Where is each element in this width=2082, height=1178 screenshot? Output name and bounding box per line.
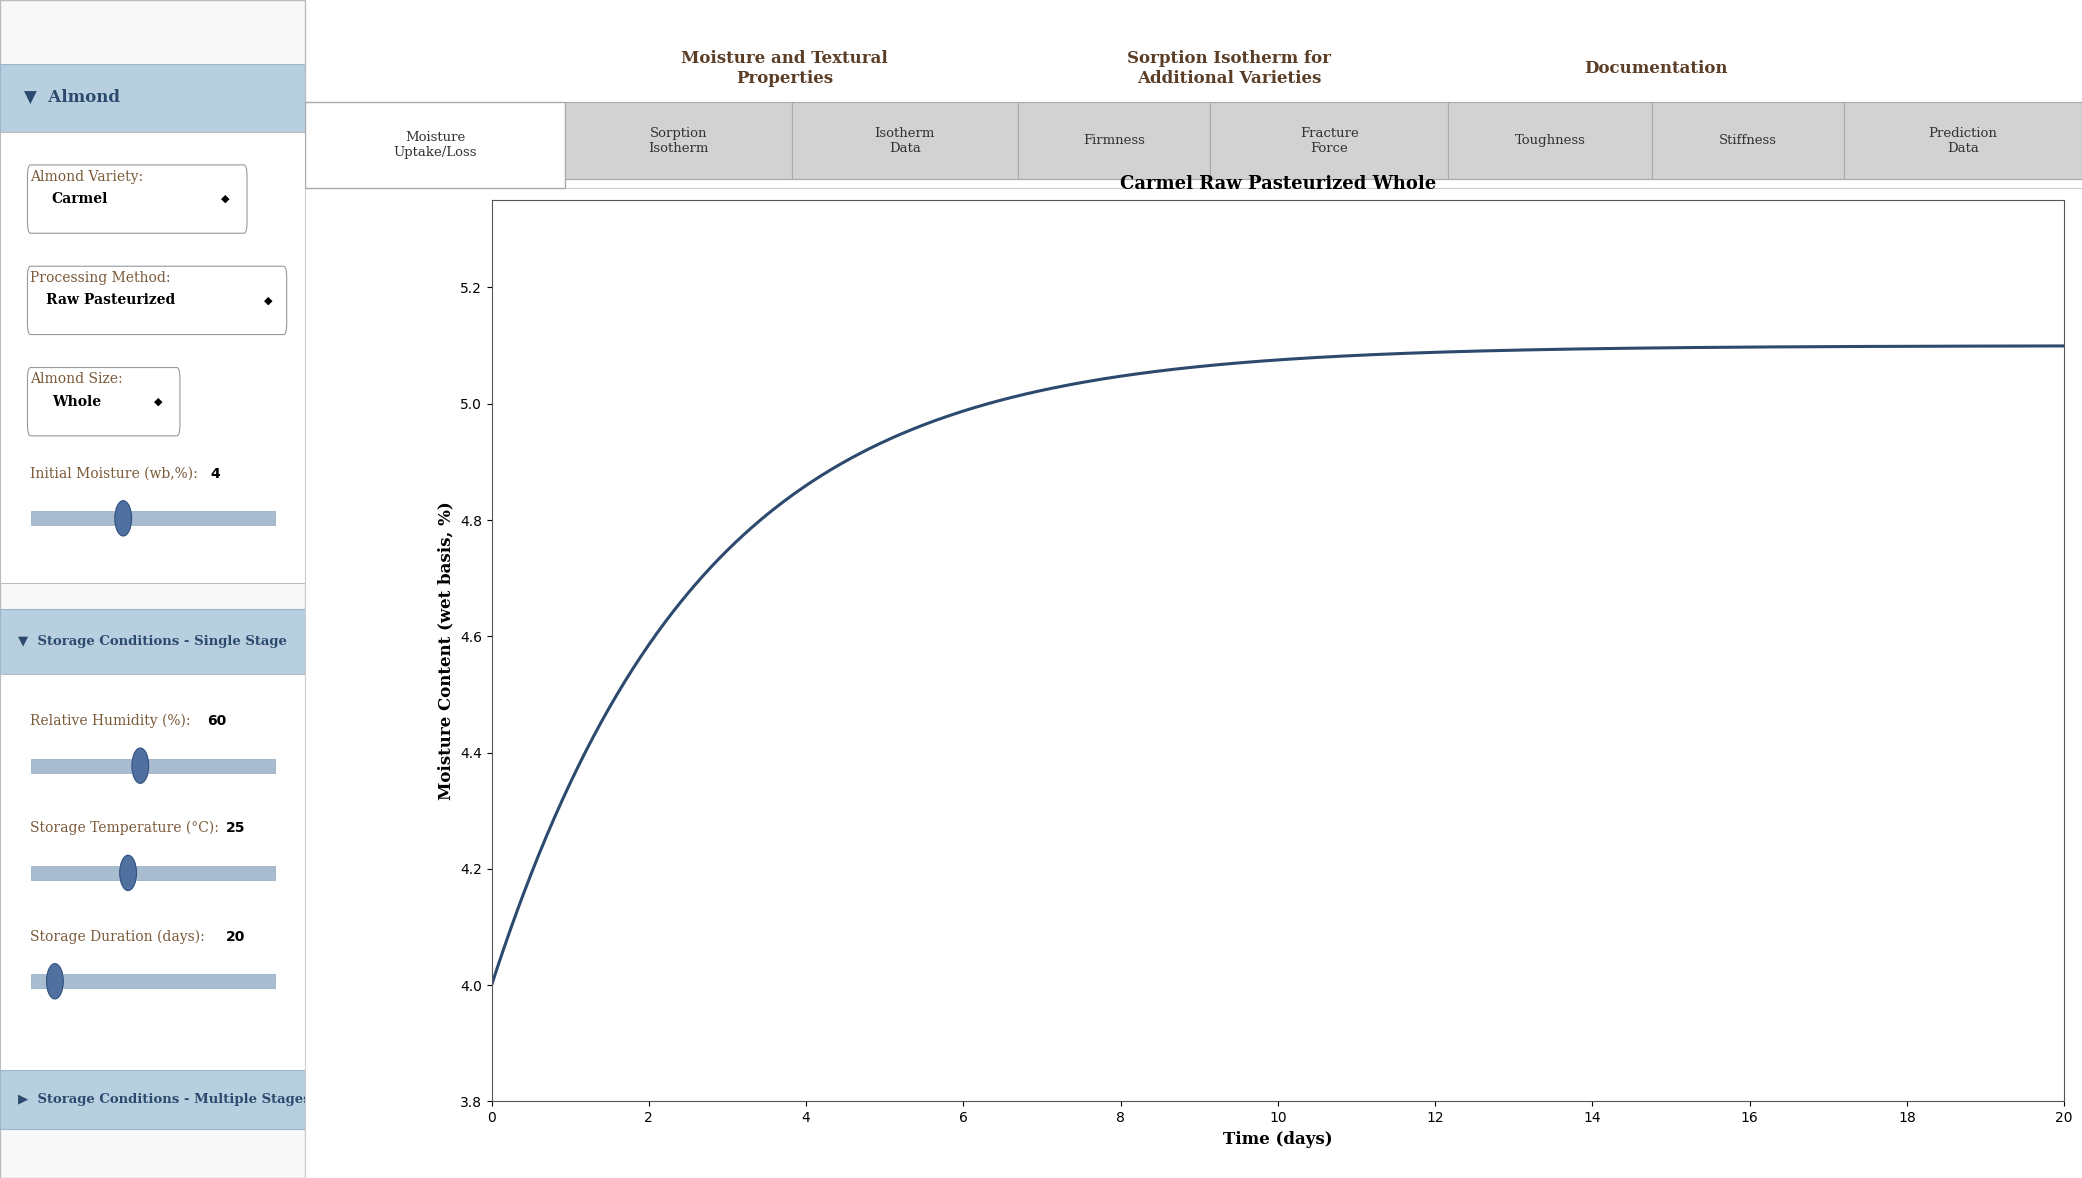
Bar — [791, 102, 1018, 179]
Bar — [304, 102, 566, 188]
Text: Stiffness: Stiffness — [1720, 134, 1778, 147]
Text: 4: 4 — [210, 466, 221, 481]
Ellipse shape — [119, 855, 137, 891]
Bar — [1845, 102, 2082, 179]
Bar — [1449, 102, 1651, 179]
Text: Carmel: Carmel — [52, 192, 108, 206]
Text: Firmness: Firmness — [1083, 134, 1145, 147]
Text: Prediction
Data: Prediction Data — [1928, 127, 1997, 154]
Text: Sorption
Isotherm: Sorption Isotherm — [648, 127, 708, 154]
Text: 25: 25 — [225, 821, 246, 835]
Bar — [566, 102, 791, 179]
Text: Storage Temperature (°C):: Storage Temperature (°C): — [31, 821, 219, 835]
Text: ▶  Storage Conditions - Multiple Stages: ▶ Storage Conditions - Multiple Stages — [19, 1092, 310, 1106]
Bar — [0, 674, 304, 1078]
Text: ▼  Storage Conditions - Single Stage: ▼ Storage Conditions - Single Stage — [19, 635, 287, 648]
Text: Raw Pasteurized: Raw Pasteurized — [46, 293, 175, 307]
Bar — [304, 188, 2082, 1178]
Text: 60: 60 — [208, 714, 227, 728]
Text: ◆: ◆ — [154, 397, 162, 406]
Bar — [1651, 102, 1845, 179]
Bar — [0, 1070, 304, 1129]
FancyBboxPatch shape — [27, 368, 179, 436]
FancyBboxPatch shape — [27, 266, 287, 335]
Bar — [31, 974, 275, 988]
Text: Processing Method:: Processing Method: — [31, 271, 171, 285]
Bar — [0, 609, 304, 674]
Text: Relative Humidity (%):: Relative Humidity (%): — [31, 714, 192, 728]
Text: Almond Size:: Almond Size: — [31, 372, 123, 386]
Bar — [0, 64, 304, 132]
Text: Fracture
Force: Fracture Force — [1299, 127, 1360, 154]
X-axis label: Time (days): Time (days) — [1222, 1131, 1332, 1147]
Bar — [1018, 102, 1210, 179]
Bar — [0, 132, 304, 583]
Text: Sorption Isotherm for
Additional Varieties: Sorption Isotherm for Additional Varieti… — [1126, 49, 1330, 87]
Text: ◆: ◆ — [264, 296, 273, 305]
Y-axis label: Moisture Content (wet basis, %): Moisture Content (wet basis, %) — [437, 502, 454, 800]
Text: Moisture and Textural
Properties: Moisture and Textural Properties — [681, 49, 889, 87]
Text: ◆: ◆ — [221, 194, 229, 204]
Bar — [31, 866, 275, 880]
Text: Initial Moisture (wb,%):: Initial Moisture (wb,%): — [31, 466, 202, 481]
Bar — [31, 511, 275, 525]
Text: ▼  Almond: ▼ Almond — [25, 90, 121, 106]
Bar — [31, 759, 275, 773]
Bar — [1210, 102, 1449, 179]
Text: Toughness: Toughness — [1514, 134, 1586, 147]
Text: 20: 20 — [225, 929, 246, 944]
Title: Carmel Raw Pasteurized Whole: Carmel Raw Pasteurized Whole — [1120, 176, 1437, 193]
Text: Almond Variety:: Almond Variety: — [31, 170, 144, 184]
Ellipse shape — [131, 748, 148, 783]
Text: Storage Duration (days):: Storage Duration (days): — [31, 929, 206, 944]
FancyBboxPatch shape — [27, 165, 248, 233]
Ellipse shape — [115, 501, 131, 536]
Text: Whole: Whole — [52, 395, 100, 409]
Text: Isotherm
Data: Isotherm Data — [874, 127, 935, 154]
Text: Moisture
Uptake/Loss: Moisture Uptake/Loss — [393, 132, 477, 159]
Ellipse shape — [46, 964, 62, 999]
Text: Documentation: Documentation — [1584, 60, 1728, 77]
